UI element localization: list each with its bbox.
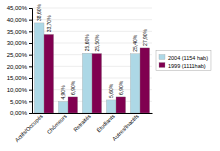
grid-line xyxy=(32,8,152,9)
y-tick-label: 15,00% xyxy=(7,75,28,81)
legend-swatch xyxy=(159,55,165,60)
bar xyxy=(58,102,68,113)
y-tick: 5,00% xyxy=(10,99,32,105)
y-tick-mark xyxy=(29,43,32,44)
legend: 2004 (1154 hab) 1999 (1111hab) xyxy=(156,51,211,71)
y-axis: 0,00% 5,00% 10,00% 15,00% 20,00% 25,00% 30,00%… xyxy=(7,5,33,116)
legend-label: 2004 (1154 hab) xyxy=(168,55,208,61)
x-tick: Retraités xyxy=(72,113,92,133)
y-tick-label: 5,00% xyxy=(10,99,28,105)
y-tick-label: 0,00% xyxy=(10,110,28,116)
series xyxy=(44,34,150,113)
data-label: 25,60% xyxy=(84,34,90,52)
y-tick-mark xyxy=(29,66,32,67)
bars xyxy=(34,23,149,113)
series xyxy=(34,23,140,113)
y-tick: 45,00% xyxy=(7,5,32,11)
y-tick-label: 10,00% xyxy=(7,87,28,93)
y-tick-mark xyxy=(29,31,32,32)
x-tick-label: Retraités xyxy=(72,113,92,133)
y-tick-mark xyxy=(29,113,32,114)
y-tick-mark xyxy=(29,55,32,56)
bar xyxy=(34,23,44,113)
y-tick-mark xyxy=(29,78,32,79)
y-tick: 10,00% xyxy=(7,87,32,93)
x-tick: Autres/Inactifs xyxy=(111,113,140,142)
data-label: 25,50% xyxy=(94,34,100,52)
y-tick: 0,00% xyxy=(10,110,32,116)
x-tick: Chômeurs xyxy=(46,113,68,135)
legend-swatch xyxy=(159,63,165,68)
bar xyxy=(116,97,126,113)
y-tick-mark xyxy=(29,8,32,9)
y-tick: 25,00% xyxy=(7,52,32,58)
y-tick: 35,00% xyxy=(7,29,32,35)
y-tick: 40,00% xyxy=(7,17,32,23)
y-tick-label: 35,00% xyxy=(7,29,28,35)
bar xyxy=(82,53,92,113)
x-tick-label: Étudiants xyxy=(95,113,116,134)
bar xyxy=(92,54,102,114)
bar xyxy=(44,34,54,113)
data-label: 38,60% xyxy=(36,3,42,21)
grid xyxy=(32,8,152,113)
legend-label: 1999 (1111hab) xyxy=(168,63,206,69)
data-label: 25,40% xyxy=(132,34,138,52)
x-tick: Actifs/Occupés xyxy=(14,113,44,143)
plot: 0,00% 5,00% 10,00% 15,00% 20,00% 25,00% 30,00%… xyxy=(7,3,153,143)
data-label: 33,70% xyxy=(46,15,52,33)
data-labels: 38,60% 4,90% 25,60% 5,60% 25,40% 33,70% 6,90% 2… xyxy=(36,3,148,99)
data-label: 6,90% xyxy=(70,80,76,95)
y-tick: 30,00% xyxy=(7,40,32,46)
y-tick-label: 25,00% xyxy=(7,52,28,58)
data-label: 5,60% xyxy=(108,83,114,98)
legend-item: 2004 (1154 hab) xyxy=(159,55,208,61)
y-tick-mark xyxy=(29,20,32,21)
x-tick: Étudiants xyxy=(95,113,116,134)
y-tick: 20,00% xyxy=(7,64,32,70)
x-tick-label: Autres/Inactifs xyxy=(111,113,140,142)
bar xyxy=(130,54,140,113)
x-tick-label: Chômeurs xyxy=(46,113,68,135)
y-tick-label: 20,00% xyxy=(7,64,28,70)
data-label: 27,90% xyxy=(142,28,148,46)
data-label: 4,90% xyxy=(60,85,66,100)
legend-item: 1999 (1111hab) xyxy=(159,63,206,69)
y-axis-line xyxy=(29,9,33,114)
bar xyxy=(140,48,150,113)
x-tick-label: Actifs/Occupés xyxy=(14,113,44,143)
bar xyxy=(106,100,116,113)
y-tick-label: 45,00% xyxy=(7,5,28,11)
data-label: 6,90% xyxy=(118,80,124,95)
legend-box xyxy=(156,51,211,71)
chart: 0,00% 5,00% 10,00% 15,00% 20,00% 25,00% 30,00%… xyxy=(0,0,220,151)
y-tick-mark xyxy=(29,90,32,91)
y-tick-label: 40,00% xyxy=(7,17,28,23)
y-tick-mark xyxy=(29,101,32,102)
x-axis: Actifs/OccupésChômeursRetraitésÉtudiants… xyxy=(14,113,153,143)
bar xyxy=(68,97,78,113)
y-tick: 15,00% xyxy=(7,75,32,81)
y-tick-label: 30,00% xyxy=(7,40,28,46)
